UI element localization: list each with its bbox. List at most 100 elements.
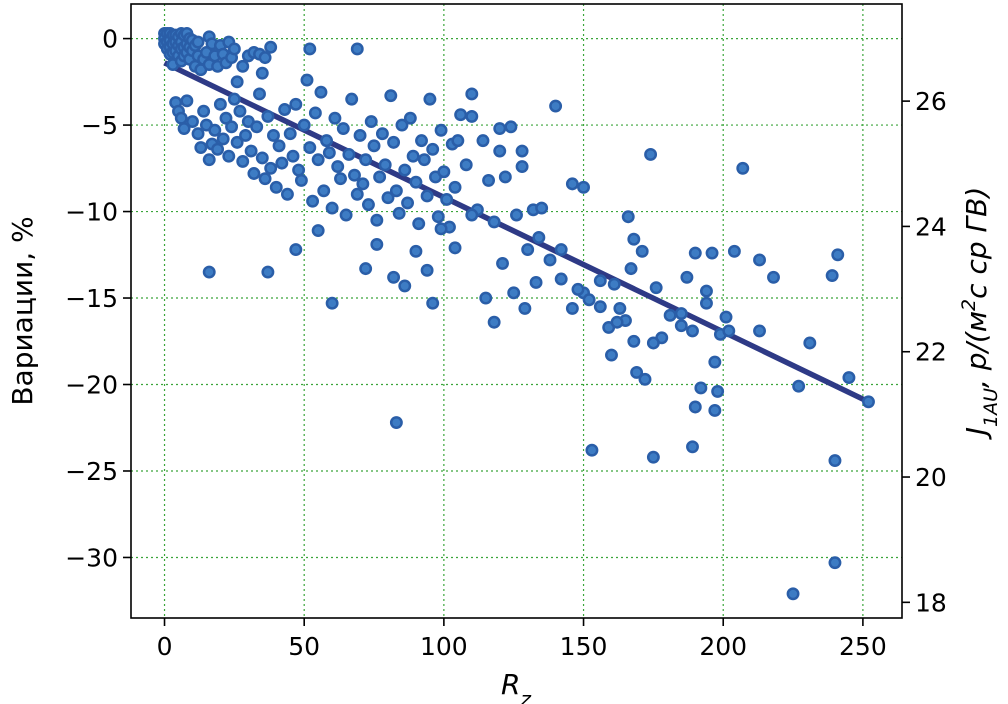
y2-axis-title-end: c cp ГВ) — [960, 187, 993, 299]
data-point-212 — [680, 270, 694, 284]
data-point-53 — [230, 75, 244, 89]
data-point-86 — [244, 144, 258, 158]
x-axis-title-sub: z — [519, 687, 531, 704]
data-point-89 — [253, 87, 266, 101]
data-point-119 — [336, 122, 350, 135]
data-point-120 — [339, 208, 353, 222]
data-point-187 — [434, 222, 448, 236]
data-point-98 — [278, 103, 292, 116]
x-tick-label-5: 250 — [839, 632, 887, 661]
data-point-181 — [370, 237, 384, 251]
y2-axis-title-sub: 1AU — [980, 388, 1002, 427]
data-point-123 — [348, 168, 361, 182]
data-point-245 — [621, 210, 635, 224]
data-point-87 — [247, 167, 261, 180]
data-point-241 — [644, 148, 658, 161]
data-point-179 — [325, 296, 339, 310]
data-point-171 — [515, 160, 529, 174]
data-point-99 — [280, 187, 294, 201]
data-point-193 — [507, 286, 521, 300]
data-point-116 — [328, 111, 342, 125]
data-point-90 — [255, 151, 269, 165]
data-point-139 — [392, 206, 406, 220]
data-point-165 — [482, 173, 496, 187]
data-point-138 — [389, 184, 403, 198]
data-point-250 — [674, 307, 688, 321]
data-point-242 — [549, 99, 563, 113]
y2-axis-title-sup: 2 — [958, 299, 980, 311]
data-point-183 — [398, 279, 412, 293]
data-point-88 — [250, 120, 264, 134]
data-point-205 — [630, 365, 644, 379]
data-point-264 — [582, 293, 596, 307]
data-point-146 — [412, 217, 426, 231]
data-point-141 — [398, 163, 412, 177]
data-point-68 — [194, 141, 208, 155]
data-point-218 — [708, 355, 722, 369]
data-point-125 — [353, 128, 367, 142]
data-point-191 — [487, 315, 501, 329]
data-point-129 — [364, 115, 378, 129]
data-point-178 — [311, 224, 325, 238]
data-point-83 — [236, 154, 250, 168]
data-point-127 — [359, 153, 373, 167]
data-point-94 — [267, 128, 280, 142]
data-point-118 — [334, 172, 347, 186]
data-point-220 — [719, 310, 733, 324]
data-point-71 — [202, 153, 216, 167]
x-tick-label-4: 200 — [699, 632, 747, 661]
data-point-77 — [219, 111, 233, 125]
data-point-210 — [663, 308, 677, 322]
data-point-168 — [498, 170, 512, 184]
data-point-162 — [465, 87, 479, 101]
data-point-177 — [289, 243, 303, 257]
x-tick-label-2: 100 — [420, 632, 468, 661]
y-tick-label-6: −30 — [65, 543, 118, 572]
data-point-147 — [415, 134, 428, 148]
data-point-230 — [792, 379, 806, 393]
data-point-221 — [727, 244, 741, 258]
data-point-128 — [361, 198, 375, 212]
data-point-219 — [711, 384, 725, 398]
data-point-154 — [434, 123, 448, 137]
data-point-135 — [381, 191, 395, 205]
data-point-198 — [565, 301, 579, 315]
x-axis-title: Rz — [501, 668, 531, 704]
data-point-67 — [191, 127, 205, 141]
data-point-133 — [375, 127, 389, 141]
data-point-93 — [264, 161, 278, 175]
data-point-155 — [437, 165, 451, 179]
data-point-192 — [496, 256, 509, 270]
data-point-196 — [543, 253, 557, 267]
data-point-166 — [487, 215, 501, 229]
data-point-100 — [283, 127, 297, 141]
fit-line — [163, 60, 870, 405]
data-point-243 — [577, 180, 590, 194]
data-point-145 — [409, 175, 423, 189]
data-point-66 — [186, 115, 199, 129]
data-point-137 — [387, 135, 401, 149]
data-point-222 — [753, 253, 766, 267]
data-point-229 — [862, 395, 875, 409]
data-point-105 — [297, 118, 311, 132]
data-point-240 — [736, 161, 750, 175]
y2-axis-ticks: 18 20 22 24 26 — [902, 87, 947, 617]
data-point-235 — [646, 450, 660, 464]
data-point-255 — [303, 42, 317, 56]
data-point-54 — [236, 59, 250, 73]
data-point-214 — [688, 246, 702, 260]
data-point-190 — [479, 291, 493, 305]
data-point-226 — [825, 269, 839, 282]
data-point-76 — [216, 132, 230, 146]
data-point-96 — [272, 139, 286, 153]
data-point-247 — [605, 348, 618, 362]
data-point-208 — [649, 281, 663, 295]
data-point-106 — [300, 73, 314, 87]
data-point-122 — [345, 92, 359, 106]
x-axis-title-base: R — [501, 668, 520, 701]
data-point-224 — [767, 270, 780, 284]
data-point-37 — [191, 35, 205, 49]
data-point-124 — [350, 187, 364, 201]
data-point-263 — [593, 274, 607, 288]
data-point-189 — [465, 208, 479, 222]
